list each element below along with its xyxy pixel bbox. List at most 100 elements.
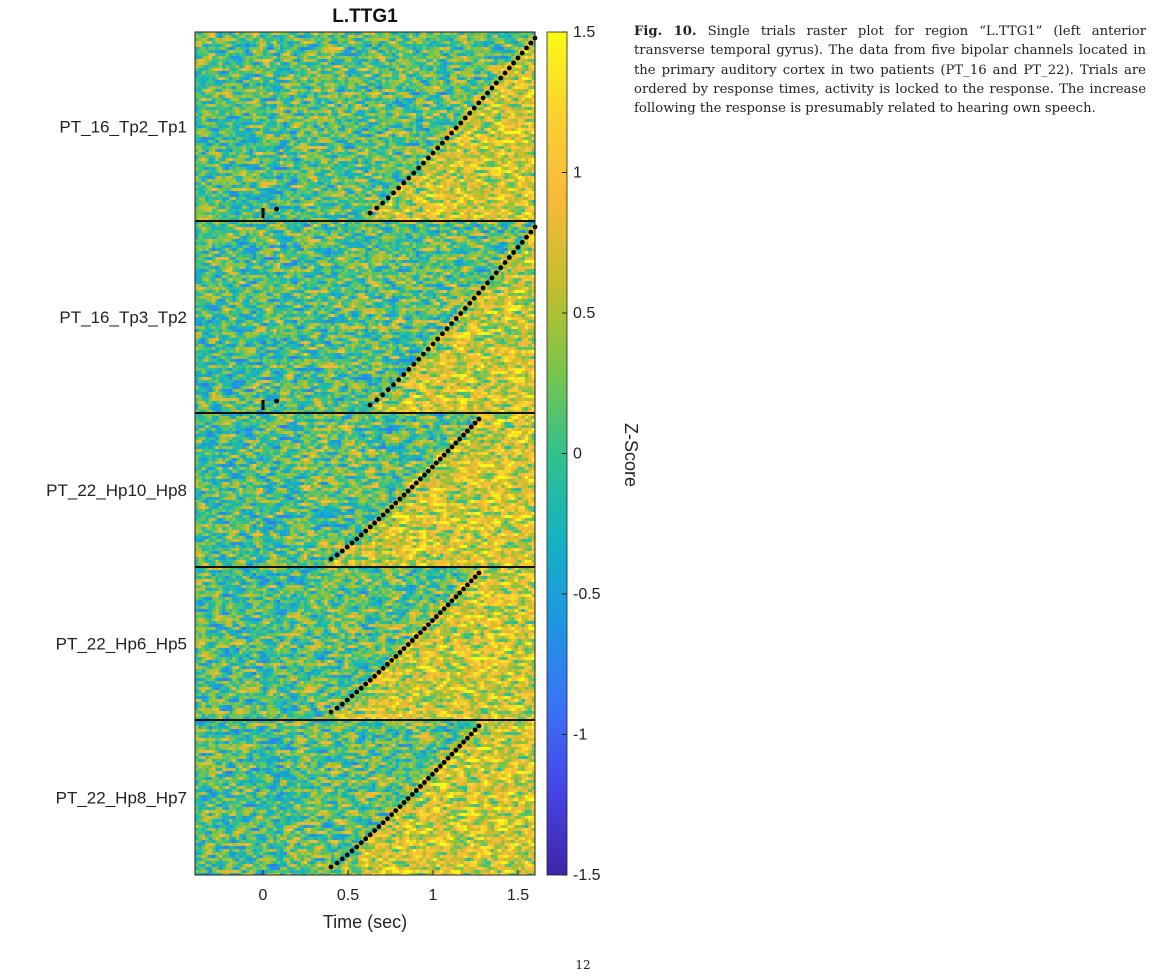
heatmap-cell — [413, 74, 417, 77]
heatmap-cell — [266, 41, 270, 44]
heatmap-cell — [300, 41, 304, 44]
heatmap-cell — [423, 95, 427, 98]
heatmap-cell — [307, 86, 311, 89]
heatmap-cell — [209, 41, 213, 44]
heatmap-cell — [290, 65, 294, 68]
heatmap-cell — [229, 32, 233, 35]
heatmap-cell — [379, 32, 383, 35]
heatmap-cell — [508, 74, 512, 77]
heatmap-cell — [263, 95, 267, 98]
heatmap-cell — [256, 35, 260, 38]
heatmap-cell — [294, 116, 298, 119]
heatmap-cell — [331, 98, 335, 101]
heatmap-cell — [300, 32, 304, 35]
heatmap-cell — [430, 110, 434, 113]
heatmap-cell — [491, 68, 495, 71]
heatmap-cell — [379, 35, 383, 38]
heatmap-cell — [389, 95, 393, 98]
heatmap-cell — [392, 44, 396, 47]
heatmap-cell — [345, 104, 349, 107]
heatmap-cell — [311, 47, 315, 50]
heatmap-cell — [470, 89, 474, 92]
heatmap-cell — [297, 89, 301, 92]
heatmap-cell — [328, 95, 332, 98]
heatmap-cell — [457, 38, 461, 41]
heatmap-cell — [355, 110, 359, 113]
heatmap-cell — [287, 101, 291, 104]
heatmap-cell — [253, 35, 257, 38]
heatmap-cell — [317, 104, 321, 107]
heatmap-cell — [260, 113, 264, 116]
heatmap-cell — [385, 41, 389, 44]
heatmap-cell — [409, 92, 413, 95]
heatmap-cell — [355, 83, 359, 86]
heatmap-cell — [205, 83, 209, 86]
heatmap-cell — [460, 74, 464, 77]
heatmap-cell — [290, 92, 294, 95]
heatmap-cell — [266, 56, 270, 59]
heatmap-cell — [205, 104, 209, 107]
heatmap-cell — [409, 110, 413, 113]
heatmap-cell — [355, 59, 359, 62]
heatmap-cell — [328, 68, 332, 71]
heatmap-cell — [236, 38, 240, 41]
heatmap-cell — [277, 32, 281, 35]
heatmap-cell — [205, 92, 209, 95]
heatmap-cell — [232, 32, 236, 35]
heatmap-cell — [464, 95, 468, 98]
heatmap-cell — [372, 53, 376, 56]
heatmap-cell — [297, 56, 301, 59]
heatmap-cell — [470, 41, 474, 44]
heatmap-cell — [290, 35, 294, 38]
heatmap-cell — [226, 107, 230, 110]
heatmap-cell — [385, 44, 389, 47]
heatmap-cell — [236, 50, 240, 53]
heatmap-cell — [297, 32, 301, 35]
heatmap-cell — [280, 83, 284, 86]
heatmap-cell — [317, 83, 321, 86]
heatmap-cell — [392, 74, 396, 77]
heatmap-cell — [409, 77, 413, 80]
heatmap-cell — [300, 71, 304, 74]
heatmap-cell — [209, 32, 213, 35]
heatmap-cell — [379, 77, 383, 80]
heatmap-cell — [239, 98, 243, 101]
heatmap-cell — [419, 59, 423, 62]
heatmap-cell — [362, 107, 366, 110]
heatmap-cell — [362, 101, 366, 104]
heatmap-cell — [341, 95, 345, 98]
heatmap-cell — [273, 101, 277, 104]
heatmap-cell — [365, 107, 369, 110]
heatmap-cell — [481, 110, 485, 113]
heatmap-cell — [382, 74, 386, 77]
heatmap-cell — [409, 68, 413, 71]
heatmap-cell — [290, 74, 294, 77]
heatmap-cell — [470, 86, 474, 89]
heatmap-cell — [222, 77, 226, 80]
heatmap-cell — [314, 119, 318, 122]
heatmap-cell — [338, 38, 342, 41]
heatmap-cell — [406, 77, 410, 80]
heatmap-cell — [263, 89, 267, 92]
heatmap-cell — [307, 71, 311, 74]
heatmap-cell — [430, 50, 434, 53]
heatmap-cell — [222, 110, 226, 113]
heatmap-cell — [202, 38, 206, 41]
heatmap-cell — [501, 89, 505, 92]
heatmap-cell — [460, 35, 464, 38]
heatmap-cell — [515, 77, 519, 80]
heatmap-cell — [253, 62, 257, 65]
heatmap-cell — [423, 41, 427, 44]
heatmap-cell — [324, 59, 328, 62]
heatmap-cell — [358, 80, 362, 83]
heatmap-cell — [498, 113, 502, 116]
heatmap-cell — [273, 80, 277, 83]
heatmap-cell — [266, 38, 270, 41]
heatmap-cell — [396, 59, 400, 62]
heatmap-cell — [355, 107, 359, 110]
heatmap-cell — [219, 95, 223, 98]
heatmap-cell — [209, 71, 213, 74]
heatmap-cell — [382, 65, 386, 68]
heatmap-cell — [416, 35, 420, 38]
heatmap-cell — [375, 35, 379, 38]
